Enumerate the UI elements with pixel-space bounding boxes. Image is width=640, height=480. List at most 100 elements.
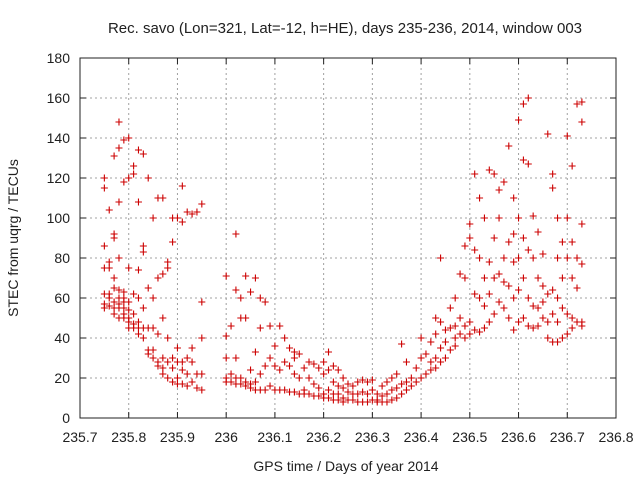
- data-point-marker: [276, 322, 284, 330]
- data-point-marker: [505, 238, 513, 246]
- data-point-marker: [480, 274, 488, 282]
- data-point-marker: [529, 254, 537, 262]
- data-point-marker: [373, 390, 381, 398]
- data-point-marker: [573, 284, 581, 292]
- y-tick-label: 60: [54, 290, 70, 306]
- x-tick-label: 236.4: [404, 429, 439, 445]
- data-point-marker: [407, 382, 415, 390]
- data-point-marker: [480, 302, 488, 310]
- data-point-marker: [578, 98, 586, 106]
- data-point-marker: [500, 304, 508, 312]
- data-point-marker: [139, 150, 147, 158]
- data-point-marker: [164, 264, 172, 272]
- data-point-marker: [281, 358, 289, 366]
- data-point-marker: [539, 298, 547, 306]
- data-point-marker: [237, 294, 245, 302]
- data-point-marker: [125, 134, 133, 142]
- x-tick-label: 235.9: [160, 429, 195, 445]
- data-point-marker: [164, 258, 172, 266]
- data-point-marker: [471, 170, 479, 178]
- data-point-marker: [441, 354, 449, 362]
- data-point-marker: [476, 254, 484, 262]
- data-point-marker: [563, 132, 571, 140]
- data-point-marker: [149, 214, 157, 222]
- data-point-marker: [437, 254, 445, 262]
- data-point-marker: [427, 338, 435, 346]
- data-point-marker: [154, 362, 162, 370]
- data-point-marker: [130, 162, 138, 170]
- data-point-marker: [178, 366, 186, 374]
- data-point-marker: [398, 340, 406, 348]
- data-point-marker: [315, 384, 323, 392]
- data-point-marker: [242, 314, 250, 322]
- data-point-marker: [480, 214, 488, 222]
- data-point-marker: [500, 278, 508, 286]
- data-point-marker: [368, 376, 376, 384]
- data-point-marker: [451, 294, 459, 302]
- data-point-marker: [305, 358, 313, 366]
- data-point-marker: [149, 324, 157, 332]
- data-point-marker: [515, 254, 523, 262]
- data-point-marker: [115, 198, 123, 206]
- data-point-marker: [139, 304, 147, 312]
- data-point-marker: [134, 318, 142, 326]
- data-point-marker: [120, 288, 128, 296]
- data-point-marker: [554, 318, 562, 326]
- data-point-marker: [144, 174, 152, 182]
- data-point-marker: [178, 380, 186, 388]
- data-point-marker: [295, 374, 303, 382]
- data-point-marker: [169, 378, 177, 386]
- data-point-marker: [325, 366, 333, 374]
- data-point-marker: [222, 332, 230, 340]
- data-point-marker: [524, 322, 532, 330]
- data-point-marker: [510, 194, 518, 202]
- data-point-marker: [578, 220, 586, 228]
- data-point-marker: [266, 382, 274, 390]
- data-point-marker: [407, 374, 415, 382]
- data-point-marker: [339, 384, 347, 392]
- data-point-marker: [441, 326, 449, 334]
- chart-title: Rec. savo (Lon=321, Lat=-12, h=HE), days…: [108, 20, 582, 37]
- data-point-marker: [549, 170, 557, 178]
- data-point-marker: [437, 318, 445, 326]
- data-point-marker: [563, 254, 571, 262]
- data-point-marker: [510, 326, 518, 334]
- data-point-marker: [290, 348, 298, 356]
- data-point-marker: [529, 324, 537, 332]
- data-point-marker: [554, 338, 562, 346]
- data-point-marker: [188, 210, 196, 218]
- data-point-marker: [519, 274, 527, 282]
- data-point-marker: [154, 330, 162, 338]
- data-point-marker: [485, 318, 493, 326]
- data-point-marker: [515, 286, 523, 294]
- data-point-marker: [193, 384, 201, 392]
- data-point-marker: [549, 184, 557, 192]
- data-point-marker: [100, 174, 108, 182]
- data-point-marker: [286, 362, 294, 370]
- data-point-marker: [149, 354, 157, 362]
- data-point-marker: [510, 294, 518, 302]
- data-point-marker: [471, 246, 479, 254]
- data-point-marker: [485, 166, 493, 174]
- data-point-marker: [329, 362, 337, 370]
- data-point-marker: [344, 388, 352, 396]
- y-tick-label: 40: [54, 330, 70, 346]
- data-point-marker: [451, 322, 459, 330]
- data-point-marker: [256, 324, 264, 332]
- data-point-marker: [173, 374, 181, 382]
- data-point-marker: [437, 344, 445, 352]
- data-point-marker: [237, 380, 245, 388]
- data-point-marker: [125, 174, 133, 182]
- data-point-marker: [510, 230, 518, 238]
- data-point-marker: [490, 274, 498, 282]
- data-point-marker: [354, 378, 362, 386]
- data-point-marker: [320, 358, 328, 366]
- data-point-marker: [227, 322, 235, 330]
- data-point-marker: [110, 298, 118, 306]
- data-point-marker: [159, 354, 167, 362]
- data-point-marker: [402, 378, 410, 386]
- data-point-marker: [539, 250, 547, 258]
- data-point-marker: [159, 364, 167, 372]
- data-point-marker: [227, 378, 235, 386]
- data-point-marker: [378, 382, 386, 390]
